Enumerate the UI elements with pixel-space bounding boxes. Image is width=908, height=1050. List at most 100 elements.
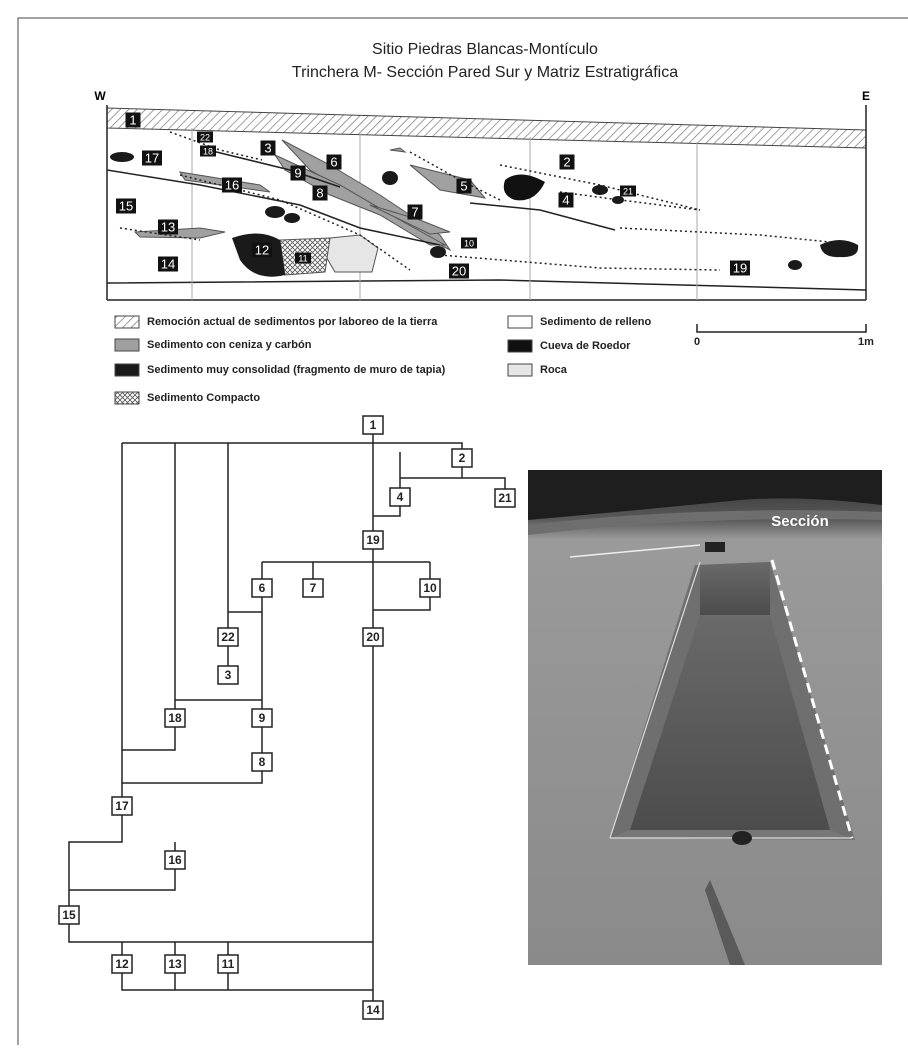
section-label: 9 bbox=[294, 165, 301, 180]
section-label-box bbox=[558, 192, 574, 208]
matrix-node-label: 20 bbox=[366, 630, 380, 644]
section-label: 12 bbox=[255, 242, 269, 257]
section-label-box bbox=[290, 165, 306, 181]
section-label-box bbox=[158, 219, 178, 235]
photo-label: Sección bbox=[771, 513, 829, 530]
section-label: 14 bbox=[161, 256, 175, 271]
matrix-node-label: 13 bbox=[168, 957, 182, 971]
section-label-box bbox=[125, 112, 141, 128]
section-label: 8 bbox=[316, 185, 323, 200]
matrix-node-label: 18 bbox=[168, 711, 182, 725]
matrix-node bbox=[494, 488, 516, 508]
matrix-node-label: 14 bbox=[366, 1003, 380, 1017]
matrix-node bbox=[362, 1000, 384, 1020]
matrix-lines bbox=[68, 434, 506, 1001]
section-label-box bbox=[730, 260, 750, 276]
legend-label: Sedimento con ceniza y carbón bbox=[147, 339, 312, 351]
matrix-node bbox=[58, 905, 80, 925]
section-label: 21 bbox=[623, 186, 633, 196]
legend-label: Sedimento muy consolidad (fragmento de m… bbox=[147, 364, 446, 376]
matrix-node bbox=[362, 530, 384, 550]
section-label-box bbox=[260, 140, 276, 156]
matrix-node-label: 7 bbox=[310, 581, 317, 595]
section-label: 15 bbox=[119, 198, 133, 213]
matrix-node-label: 10 bbox=[423, 581, 437, 595]
legend-label: Remoción actual de sedimentos por labore… bbox=[147, 316, 438, 328]
matrix-node bbox=[111, 796, 133, 816]
scale-label: 1m bbox=[858, 336, 874, 348]
section-label-box bbox=[326, 154, 342, 170]
matrix-node bbox=[217, 627, 239, 647]
matrix-node bbox=[389, 487, 411, 507]
matrix-node-label: 8 bbox=[259, 755, 266, 769]
west-label: W bbox=[94, 89, 106, 103]
matrix-node-label: 1 bbox=[370, 418, 377, 432]
section-label-box bbox=[312, 185, 328, 201]
section-label: 10 bbox=[464, 238, 474, 248]
section-label-box bbox=[456, 178, 472, 194]
matrix-node bbox=[111, 954, 133, 974]
section-label-box bbox=[295, 252, 311, 264]
section-label-box bbox=[461, 237, 477, 249]
matrix-node-label: 15 bbox=[62, 908, 76, 922]
frame bbox=[17, 17, 908, 1050]
legend-label: Sedimento de relleno bbox=[540, 316, 652, 328]
section-label-box bbox=[252, 242, 272, 258]
subtitle: Trinchera M- Sección Pared Sur y Matriz … bbox=[292, 64, 678, 81]
matrix-node-label: 22 bbox=[221, 630, 235, 644]
matrix-node bbox=[217, 954, 239, 974]
title: Sitio Piedras Blancas-Montículo bbox=[372, 41, 598, 58]
matrix-node bbox=[251, 752, 273, 772]
matrix-node bbox=[302, 578, 324, 598]
matrix-node-label: 17 bbox=[115, 799, 129, 813]
matrix-node bbox=[251, 578, 273, 598]
legend-label: Roca bbox=[540, 364, 568, 376]
matrix-node-label: 12 bbox=[115, 957, 129, 971]
section-label-box bbox=[197, 131, 213, 143]
section-label-box bbox=[116, 198, 136, 214]
matrix-node-label: 16 bbox=[168, 853, 182, 867]
section-label: 18 bbox=[203, 146, 213, 156]
matrix-node-label: 19 bbox=[366, 533, 380, 547]
matrix-node bbox=[419, 578, 441, 598]
matrix-node bbox=[451, 448, 473, 468]
section-label-box bbox=[559, 154, 575, 170]
matrix-node bbox=[362, 627, 384, 647]
matrix-node-label: 9 bbox=[259, 711, 266, 725]
legend-label: Sedimento Compacto bbox=[147, 392, 260, 404]
section-label: 4 bbox=[562, 192, 569, 207]
matrix-node-label: 2 bbox=[459, 451, 466, 465]
legend-label: Cueva de Roedor bbox=[540, 340, 631, 352]
matrix-node-label: 11 bbox=[222, 957, 235, 971]
section-label: 1 bbox=[129, 112, 136, 127]
section-label-box bbox=[620, 185, 636, 197]
section-label-box bbox=[449, 263, 469, 279]
matrix-node bbox=[164, 954, 186, 974]
scale-label: 0 bbox=[694, 336, 700, 348]
legend: Remoción actual de sedimentos por labore… bbox=[114, 315, 874, 405]
section-label: 16 bbox=[225, 177, 239, 192]
section-label: 6 bbox=[330, 154, 337, 169]
matrix-node bbox=[217, 665, 239, 685]
section-label: 3 bbox=[264, 140, 271, 155]
matrix-node bbox=[251, 708, 273, 728]
section-label: 17 bbox=[145, 150, 159, 165]
section-label: 11 bbox=[298, 253, 307, 263]
section-label: 19 bbox=[733, 260, 747, 275]
east-label: E bbox=[862, 89, 870, 103]
photo: Sección bbox=[528, 470, 882, 965]
section-drawing bbox=[106, 105, 867, 301]
section-label-box bbox=[142, 150, 162, 166]
section-label-box bbox=[158, 256, 178, 272]
matrix-node-label: 6 bbox=[259, 581, 266, 595]
section-label: 7 bbox=[411, 204, 418, 219]
section-label: 13 bbox=[161, 219, 175, 234]
matrix-node-label: 4 bbox=[397, 490, 404, 504]
section-label-box bbox=[200, 145, 216, 157]
matrix-node bbox=[164, 708, 186, 728]
section-label: 5 bbox=[460, 178, 467, 193]
section-label-box bbox=[222, 177, 242, 193]
matrix-node-label: 3 bbox=[225, 668, 232, 682]
matrix-node bbox=[362, 415, 384, 435]
